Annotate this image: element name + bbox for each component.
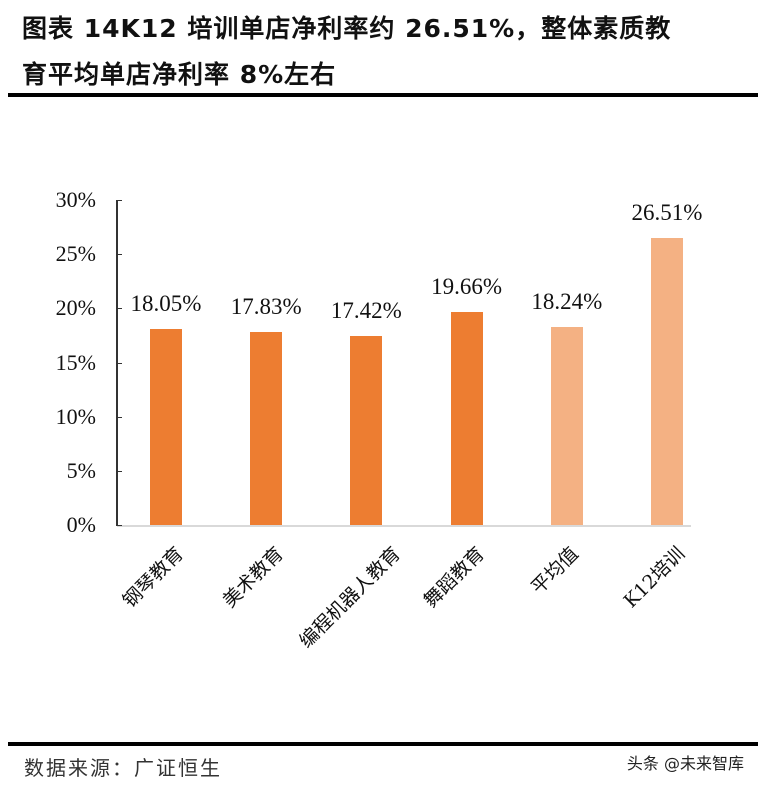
x-tick-label: K12培训 bbox=[619, 542, 690, 613]
y-tick bbox=[116, 200, 122, 201]
title-line-2: 育平均单店净利率 8%左右 bbox=[22, 60, 337, 89]
x-tick-label: 舞蹈教育 bbox=[419, 542, 489, 613]
bar bbox=[150, 329, 182, 525]
y-tick-label: 25% bbox=[55, 241, 96, 267]
bar bbox=[550, 327, 583, 525]
y-tick bbox=[116, 525, 122, 526]
y-tick-label: 10% bbox=[55, 403, 96, 429]
bar-value-label: 17.42% bbox=[330, 298, 402, 324]
bar-value-label: 26.51% bbox=[631, 199, 703, 225]
bar-value-label: 18.24% bbox=[531, 289, 603, 315]
title-line-1: 图表 14K12 培训单店净利率约 26.51%，整体素质教 bbox=[22, 14, 672, 43]
top-divider bbox=[8, 93, 758, 97]
y-tick bbox=[116, 308, 122, 310]
bar bbox=[250, 331, 283, 525]
y-tick-label: 15% bbox=[55, 349, 96, 375]
bar-value-label: 19.66% bbox=[431, 274, 503, 300]
data-source: 数据来源：广证恒生 bbox=[24, 756, 222, 780]
y-tick bbox=[116, 254, 122, 256]
y-tick-label: 5% bbox=[66, 457, 96, 483]
x-tick-label: 钢琴教育 bbox=[118, 542, 189, 613]
y-tick bbox=[116, 362, 122, 364]
y-tick bbox=[116, 416, 122, 418]
bar bbox=[651, 237, 683, 525]
y-tick bbox=[116, 470, 122, 472]
bar-value-label: 18.05% bbox=[130, 291, 202, 317]
bottom-divider bbox=[8, 742, 758, 746]
y-tick-label: 30% bbox=[55, 187, 96, 212]
bar bbox=[450, 312, 483, 525]
x-tick-label: 编程机器人教育 bbox=[295, 542, 406, 653]
bar-chart: 0% 5% 10% 15% 20% 25% 30% 18.05% 钢琴教育 17.83% 美术教育… bbox=[55, 187, 703, 653]
bar bbox=[350, 336, 383, 525]
bar-value-label: 17.83% bbox=[230, 293, 302, 319]
x-axis bbox=[117, 525, 691, 527]
y-tick-label: 0% bbox=[66, 512, 96, 537]
x-tick-label: 平均值 bbox=[527, 542, 584, 599]
y-tick-label: 20% bbox=[55, 295, 96, 321]
watermark: 头条 @未来智库 bbox=[626, 754, 744, 773]
chart-title: 图表 14K12 培训单店净利率约 26.51%，整体素质教 育平均单店净利率 … bbox=[22, 6, 752, 98]
x-tick-label: 美术教育 bbox=[218, 542, 289, 613]
